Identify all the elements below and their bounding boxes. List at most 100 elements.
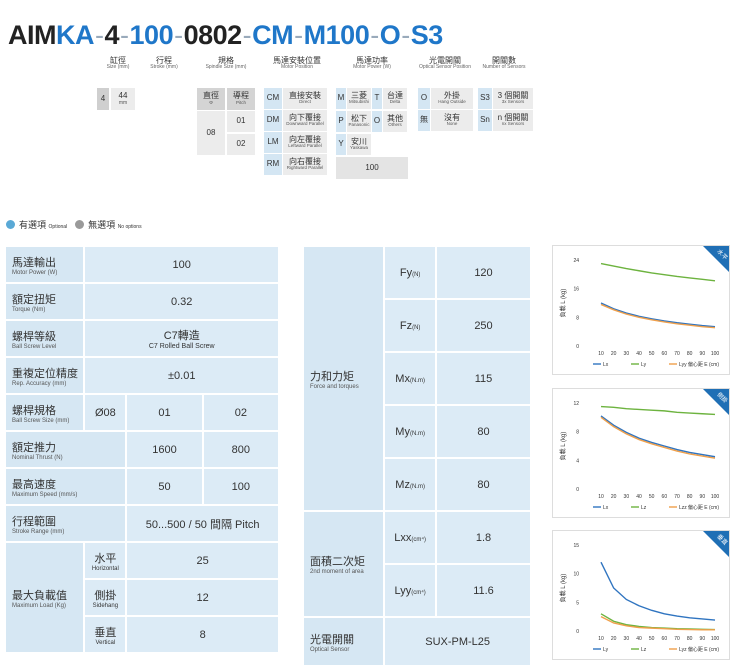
series-line-ly bbox=[600, 561, 716, 621]
model-code-part: KA bbox=[56, 20, 95, 50]
row-stroke: 行程範圍 Stroke Range (mm) 50...500 / 50 間隔 P… bbox=[3, 504, 280, 543]
model-code: AIM KA -4-100-0802- CM - M100- O - S3 bbox=[8, 20, 443, 51]
motor-position-option-label: 向右覆接 Rightward Parallel bbox=[283, 154, 327, 175]
x-tick-label: 30 bbox=[624, 494, 630, 500]
spec-table: 馬達輸出 Motor Power (W) 100 額定扭矩 Torque (Nm) … bbox=[3, 245, 281, 654]
row-torque: 額定扭矩 Torque (Nm) 0.32 bbox=[3, 282, 280, 321]
row-motor-power: 馬達輸出 Motor Power (W) 100 bbox=[3, 245, 280, 284]
x-tick-label: 50 bbox=[649, 494, 655, 500]
x-tick-label: 60 bbox=[662, 636, 668, 642]
motor-brand-option-code: O bbox=[372, 111, 382, 132]
caption-sensors: 開關數 Number of Sensors bbox=[482, 56, 526, 71]
x-tick-label: 100 bbox=[711, 494, 720, 500]
caption-spindle: 規格 Spindle Size (mm) bbox=[205, 56, 247, 71]
x-tick-label: 10 bbox=[598, 351, 604, 357]
x-tick-label: 90 bbox=[700, 636, 706, 642]
x-tick-label: 30 bbox=[624, 351, 630, 357]
legend-label: Lz bbox=[641, 505, 647, 511]
size-value: 44 mm bbox=[111, 88, 135, 110]
caption-motor-power: 馬達功率 Motor Power (W) bbox=[353, 56, 391, 71]
legend-label: Lzz bbox=[679, 505, 687, 511]
sensor-position-option-label: 外掛 Hang Outside bbox=[431, 88, 473, 109]
x-tick-label: 60 bbox=[662, 351, 668, 357]
motor-brand-option-label: 安川 Yaskawa bbox=[347, 134, 371, 155]
motor-position-option-label: 向下覆接 Downward Parallel bbox=[283, 110, 327, 131]
x-tick-label: 20 bbox=[611, 636, 617, 642]
chart-vertical: 垂直 負載 L (kg) 0 5 10 15 10 20 30 40 50 60 70 80 90 100 Ly… bbox=[552, 530, 730, 660]
row-optical-sensor: 光電開關 Optical Sensor SUX-PM-L25 bbox=[301, 616, 532, 667]
model-code-part: S3 bbox=[410, 20, 444, 50]
y-tick-label: 15 bbox=[573, 543, 579, 549]
x-tick-label: 40 bbox=[636, 351, 642, 357]
caption-stroke: 行程 Stroke (mm) bbox=[150, 56, 178, 71]
y-tick-label: 12 bbox=[573, 401, 579, 407]
x-tick-label: 50 bbox=[649, 351, 655, 357]
x-tick-label: 70 bbox=[674, 494, 680, 500]
y-tick-label: 0 bbox=[576, 344, 579, 350]
legend-label: Lx bbox=[603, 505, 609, 511]
x-tick-label: 80 bbox=[687, 494, 693, 500]
row-fz: Fz(N) 250 bbox=[303, 298, 532, 353]
x-tick-label: 20 bbox=[611, 351, 617, 357]
legend-none: 無選項 No options bbox=[88, 220, 142, 230]
spindle-dia-value: 08 bbox=[197, 111, 225, 155]
spindle-pitch-header: 導程 Pitch bbox=[227, 88, 255, 110]
force-table: 力和力矩 Force and torques Fy(N) 120 Fz(N) 25… bbox=[301, 245, 532, 667]
motor-position-option-code: CM bbox=[264, 88, 282, 109]
x-tick-label: 40 bbox=[636, 636, 642, 642]
x-tick-label: 90 bbox=[700, 494, 706, 500]
motor-brand-option-label: 松下 Panasonic bbox=[347, 111, 371, 132]
model-code-part: - bbox=[242, 20, 252, 50]
corner-badge bbox=[703, 531, 729, 557]
model-code-part: - bbox=[370, 20, 379, 50]
series-line-lz bbox=[600, 405, 716, 416]
y-tick-label: 8 bbox=[576, 430, 579, 436]
y-tick-label: 0 bbox=[576, 629, 579, 635]
series-line-lyy bbox=[600, 303, 716, 329]
model-code-part: 4 bbox=[104, 20, 120, 50]
y-tick-label: 10 bbox=[573, 572, 579, 578]
legend-optional: 有選項 Optional bbox=[19, 220, 68, 230]
motor-position-option-label: 直接安裝 Direct bbox=[283, 88, 327, 109]
none-dot-icon bbox=[75, 220, 85, 229]
model-code-part: - bbox=[174, 20, 183, 50]
y-axis-label: 負載 L (kg) bbox=[559, 574, 567, 603]
legend-label: Lx bbox=[603, 362, 609, 368]
series-line-lzz bbox=[600, 416, 716, 459]
row-thrust: 額定推力 Nominal Thrust (N) 1600 800 bbox=[3, 430, 281, 469]
caption-bore: 缸徑 Size (mm) bbox=[106, 56, 130, 71]
model-code-part: O bbox=[379, 20, 401, 50]
motor-brand-option-label: 三菱 Mitsubishi bbox=[347, 88, 371, 109]
x-axis-label: 偏心距 E (cm) bbox=[688, 646, 719, 653]
sensor-count-option-code: Sn bbox=[478, 110, 492, 131]
legend-label: Lyz bbox=[679, 647, 687, 653]
x-tick-label: 100 bbox=[711, 636, 720, 642]
legend-label: Ly bbox=[603, 647, 609, 653]
model-code-part: - bbox=[120, 20, 129, 50]
row-ball-screw-size: 螺桿規格 Ball Screw Size (mm) Ø08 01 02 bbox=[3, 393, 281, 432]
x-tick-label: 30 bbox=[624, 636, 630, 642]
model-code-part: - bbox=[401, 20, 410, 50]
legend-label: Ly bbox=[641, 362, 647, 368]
model-code-part: - bbox=[294, 20, 303, 50]
model-code-part: 100 bbox=[129, 20, 174, 50]
series-line-lyz bbox=[600, 616, 715, 631]
spindle-dia-header: 直徑 Φ bbox=[197, 88, 225, 110]
motor-brand-option-code: T bbox=[372, 88, 382, 109]
sensor-count-option-label: 3 個開關 3x Sensors bbox=[493, 88, 533, 109]
x-tick-label: 50 bbox=[649, 636, 655, 642]
x-tick-label: 10 bbox=[598, 636, 604, 642]
row-max-load-horizontal: 最大負載值 Maximum Load (Kg) 水平 Horizontal 25 bbox=[3, 541, 280, 654]
corner-badge bbox=[703, 389, 729, 415]
row-speed: 最高速度 Maximum Speed (mm/s) 50 100 bbox=[3, 467, 281, 506]
y-axis-label: 負載 L (kg) bbox=[559, 432, 567, 461]
motor-power-value: 100 bbox=[336, 157, 408, 179]
legend-label: Lz bbox=[641, 647, 647, 653]
motor-position-option-label: 向左覆接 Leftward Parallel bbox=[283, 132, 327, 153]
motor-position-option-code: RM bbox=[264, 154, 282, 175]
motor-brand-option-label: 其他 Others bbox=[383, 111, 407, 132]
x-axis-label: 偏心距 E (cm) bbox=[688, 504, 719, 511]
row-accuracy: 重複定位精度 Rep. Accuracy (mm) ±0.01 bbox=[3, 356, 280, 395]
y-tick-label: 4 bbox=[576, 458, 579, 464]
row-max-load-vertical: 垂直 Vertical 8 bbox=[5, 615, 280, 654]
